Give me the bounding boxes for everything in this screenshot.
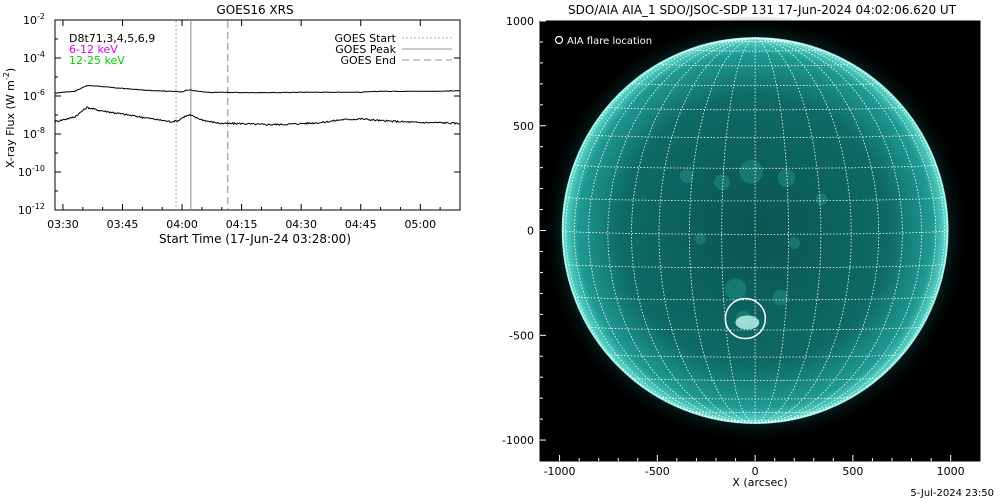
aia-title: SDO/AIA AIA_1 SDO/JSOC-SDP 131 17-Jun-20… [568, 3, 957, 17]
longitude-grid-line [755, 37, 923, 424]
longitude-grid-line [755, 37, 903, 424]
goes-y-tick-exp: -2 [37, 12, 45, 21]
goes-y-tick-exp: -8 [37, 126, 45, 135]
longitude-grid-line [688, 37, 756, 424]
active-region-glow [694, 233, 706, 245]
goes-y-tick-exp: -12 [32, 202, 45, 211]
aia-x-tick-label: -1000 [544, 465, 576, 478]
goes-y-tick-base: 10 [23, 128, 37, 141]
aia-legend-circle-icon [554, 35, 564, 45]
active-region-glow [815, 193, 828, 205]
goes-y-tick-base: 10 [23, 52, 37, 65]
goes-y-tick-label: 10-6 [23, 88, 45, 103]
goes-y-axis-label-main: X-ray Flux (W m [4, 80, 17, 168]
flare-bright-kernel [735, 315, 760, 330]
longitude-grid-line [565, 37, 756, 424]
latitude-grid-line [588, 133, 922, 139]
goes-xrs-panel: GOES16 XRS 03:30 03:45 04:00 04:15 04:30 04:4… [2, 3, 461, 246]
goes-y-tick-label: 10-4 [23, 50, 45, 65]
latitude-grid-line [631, 82, 879, 86]
aia-x-tick-label: 1000 [937, 465, 965, 478]
goes-y-tick-base: 10 [23, 90, 37, 103]
aia-x-tick-label: -500 [645, 465, 670, 478]
aia-y-tick-label: 1000 [506, 15, 534, 28]
goes-x-tick-label: 03:30 [47, 218, 79, 231]
longitude-grid-line [588, 37, 756, 424]
longitude-grid-line [755, 37, 880, 424]
goes-legend-label: GOES Peak [335, 43, 396, 56]
aia-legend-label: AIA flare location [567, 36, 652, 47]
longitude-grid-line [754, 37, 789, 424]
latitude-grid-line [689, 410, 822, 414]
goes-series-long-channel [54, 84, 461, 94]
goes-legend-label: GOES End [340, 54, 396, 67]
goes-y-tick-base: 10 [23, 14, 37, 27]
latitude-grid-line [631, 377, 879, 381]
latitude-grid-line [721, 419, 789, 422]
aia-image-panel: SDO/AIA AIA_1 SDO/JSOC-SDP 131 17-Jun-20… [502, 3, 981, 489]
goes-y-tick-label: 10-10 [18, 164, 45, 179]
active-region-glow [777, 169, 796, 187]
goes-channel-label: D8t71,3,4,5,6,9 [69, 32, 155, 45]
longitude-grid-line [721, 37, 756, 424]
aia-x-tick-label: 500 [842, 465, 863, 478]
footer-timestamp: 5-Jul-2024 23:50 [910, 488, 994, 499]
goes-y-axis-label-exp: -2 [2, 72, 11, 80]
goes-channel-label: 6-12 keV [69, 43, 118, 56]
goes-y-tick-exp: -10 [32, 164, 45, 173]
goes-y-tick-exp: -4 [37, 50, 45, 59]
goes-x-tick-label: 04:30 [285, 218, 317, 231]
aia-y-tick-label: 0 [527, 225, 534, 238]
active-region-glow [724, 278, 747, 300]
longitude-grid-line [607, 37, 756, 424]
aia-x-axis-label: X (arcsec) [732, 476, 787, 489]
active-region-glow [714, 174, 730, 191]
goes-y-tick-base: 10 [18, 204, 32, 217]
goes-channel-label: 12-25 keV [69, 54, 125, 67]
flare-location-circle [724, 297, 767, 340]
goes-y-axis-label: X-ray Flux (W m-2) [2, 68, 17, 168]
goes-x-axis-label: Start Time (17-Jun-24 03:28:00) [159, 232, 351, 246]
aia-y-tick-label: -500 [509, 329, 534, 342]
aia-y-tick-label: -1000 [502, 434, 534, 447]
active-region-glow [772, 289, 789, 306]
goes-y-tick-base: 10 [18, 166, 32, 179]
active-region-glow [679, 169, 694, 183]
goes-x-tick-label: 04:15 [226, 218, 258, 231]
goes-x-tick-label: 04:00 [166, 218, 198, 231]
goes-x-tick-label: 05:00 [404, 218, 436, 231]
active-region-glow [739, 160, 763, 184]
goes-y-tick-label: 10-2 [23, 12, 45, 27]
aia-plot-frame [539, 20, 981, 462]
goes-x-tick-label: 04:45 [345, 218, 377, 231]
longitude-grid-line [755, 37, 822, 424]
longitude-grid-line [630, 37, 756, 424]
goes-x-tick-label: 03:45 [107, 218, 139, 231]
aia-x-tick-label: 0 [752, 465, 759, 478]
goes-legend-label: GOES Start [335, 32, 397, 45]
goes-y-tick-label: 10-8 [23, 126, 45, 141]
aia-y-tick-label: 500 [513, 120, 534, 133]
goes-y-tick-exp: -6 [37, 88, 45, 97]
aia-legend: AIA flare location [554, 35, 652, 47]
goes-y-tick-label: 10-12 [18, 202, 45, 217]
active-region-glow [788, 237, 801, 249]
goes-title: GOES16 XRS [216, 3, 293, 17]
latitude-grid-line [574, 164, 937, 169]
goes-series-short-channel [54, 106, 461, 126]
goes-y-axis-label-close: ) [4, 68, 17, 72]
